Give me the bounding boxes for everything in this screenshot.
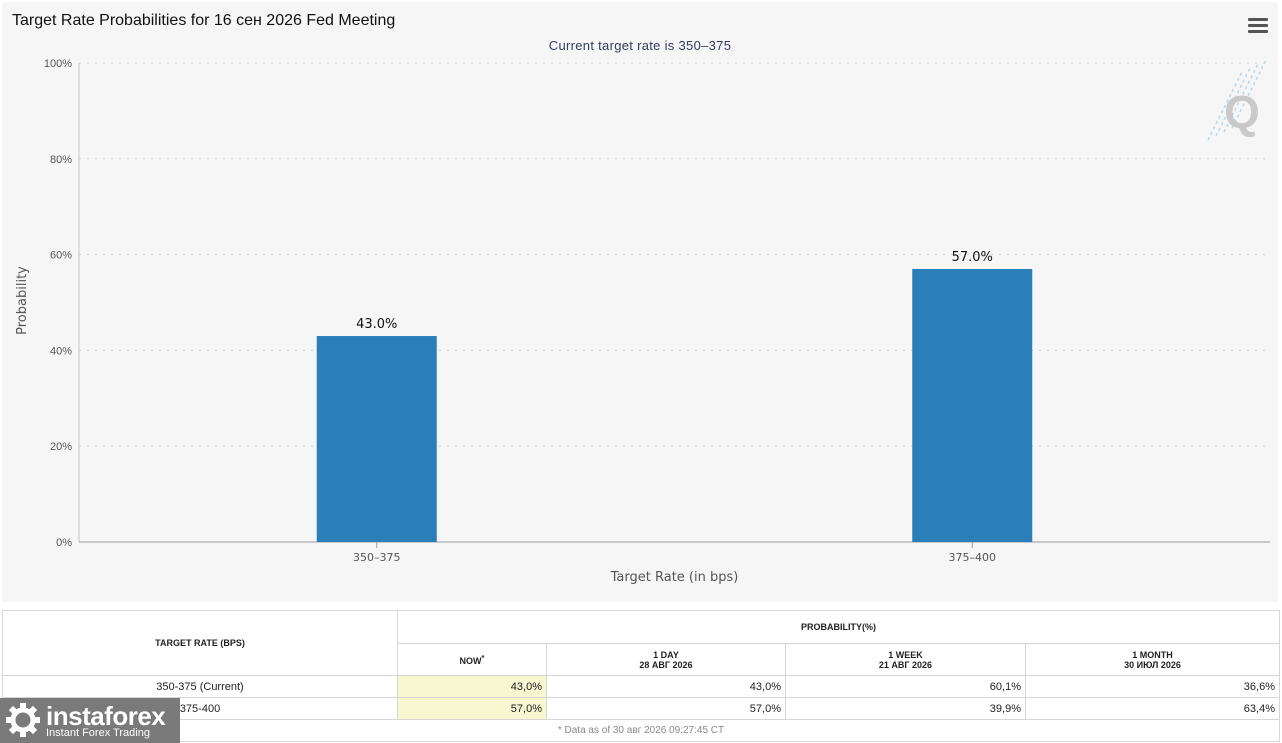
header-target-rate: TARGET RATE (BPS) xyxy=(2,610,398,676)
x-axis-title: Target Rate (in bps) xyxy=(610,570,739,585)
table-row: 350-375 (Current) 43,0% 43,0% 60,1% 36,6… xyxy=(2,675,1280,698)
y-tick-label: 60% xyxy=(50,250,72,262)
watermark-logo: Q xyxy=(1207,59,1267,141)
1-month-cell: 36,6% xyxy=(1025,675,1280,698)
logo-tagline: Instant Forex Trading xyxy=(46,727,150,739)
y-axis-title: Probability xyxy=(15,266,30,335)
y-tick-label: 0% xyxy=(56,537,72,549)
chart-panel: Q 0% 20% 40% 60% 80% 100% 43.0% 350–375 57.0% 375–… xyxy=(2,2,1278,602)
header-1-day: 1 DAY 28 АВГ 2026 xyxy=(546,643,786,676)
logo-name: instaforex xyxy=(46,701,166,731)
1-week-cell: 60,1% xyxy=(785,675,1026,698)
table-row: 375-400 57,0% 57,0% 39,9% 63,4% xyxy=(2,697,1280,720)
bar xyxy=(316,336,437,542)
data-label: 57.0% xyxy=(952,250,993,265)
1-month-cell: 63,4% xyxy=(1025,697,1280,720)
header-now: NOW* xyxy=(397,643,547,676)
y-tick-label: 100% xyxy=(44,58,72,70)
1-day-cell: 57,0% xyxy=(546,697,786,720)
1-week-cell: 39,9% xyxy=(785,697,1026,720)
instaforex-logo[interactable]: instaforex Instant Forex Trading xyxy=(0,698,180,743)
now-cell: 43,0% xyxy=(397,675,547,698)
y-tick-label: 20% xyxy=(50,441,72,453)
y-tick-label: 80% xyxy=(50,154,72,166)
chart-title: Target Rate Probabilities for 16 сен 202… xyxy=(12,12,396,29)
gear-logo-icon xyxy=(6,703,40,737)
y-tick-label: 40% xyxy=(50,345,72,357)
now-cell: 57,0% xyxy=(397,697,547,720)
rate-cell: 350-375 (Current) xyxy=(2,675,398,698)
1-day-cell: 43,0% xyxy=(546,675,786,698)
header-1-week: 1 WEEK 21 АВГ 2026 xyxy=(785,643,1026,676)
header-probability: PROBABILITY(%) xyxy=(397,610,1280,644)
data-label: 43.0% xyxy=(356,317,397,332)
header-1-month: 1 MONTH 30 ИЮЛ 2026 xyxy=(1025,643,1280,676)
bar-chart: Q 0% 20% 40% 60% 80% 100% 43.0% 350–375 57.0% 375–… xyxy=(15,58,1270,585)
probability-table: TARGET RATE (BPS) PROBABILITY(%) NOW* 1 … xyxy=(2,610,1280,742)
x-tick-label: 350–375 xyxy=(353,551,401,564)
svg-text:Q: Q xyxy=(1224,86,1260,138)
data-footnote: * Data as of 30 авг 2026 09:27:45 CT xyxy=(2,719,1280,742)
menu-icon[interactable] xyxy=(1248,18,1268,34)
bar xyxy=(912,268,1033,542)
x-tick-label: 375–400 xyxy=(949,551,997,564)
chart-subtitle: Current target rate is 350–375 xyxy=(548,38,732,53)
